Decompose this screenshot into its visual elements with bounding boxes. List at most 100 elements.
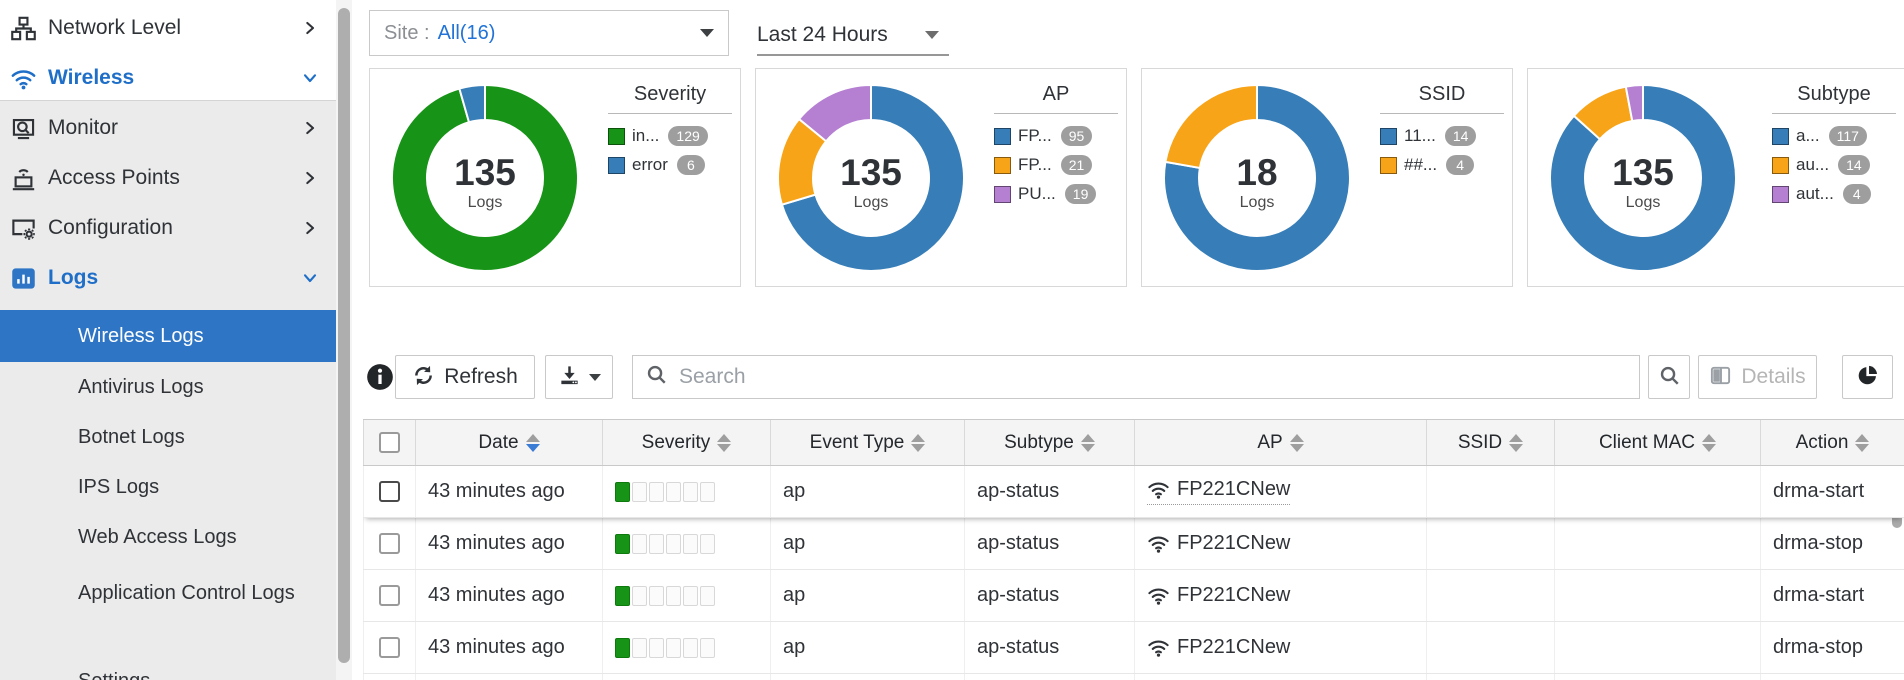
- search-input[interactable]: [677, 364, 1639, 390]
- cell-ap: FP221CNew: [1134, 570, 1426, 621]
- legend-item[interactable]: aut... 4: [1772, 184, 1896, 204]
- select-all-header[interactable]: [363, 420, 415, 465]
- monitor-icon: [10, 115, 37, 142]
- legend-divider: [1380, 113, 1504, 114]
- cell-event-type: ap: [770, 622, 964, 673]
- sidebar-item-network-level[interactable]: Network Level: [0, 3, 336, 53]
- sidebar-item-antivirus-logs[interactable]: Antivirus Logs: [78, 375, 204, 398]
- donut-slice-[interactable]: [1164, 83, 1258, 170]
- legend-item[interactable]: in... 129: [608, 126, 732, 146]
- row-checkbox[interactable]: [379, 585, 400, 606]
- sidebar-item-application-control-logs[interactable]: Application Control Logs: [78, 582, 295, 604]
- ap-link[interactable]: FP221CNew: [1147, 584, 1290, 607]
- sidebar-item-configuration[interactable]: Configuration: [0, 203, 336, 253]
- ap-link[interactable]: FP221CNew: [1147, 532, 1290, 555]
- ap-link[interactable]: FP221CNew: [1147, 636, 1290, 659]
- card-ap: 135 Logs AP FP... 95 FP... 21 PU... 19: [755, 68, 1127, 287]
- column-header-event-type[interactable]: Event Type: [770, 420, 964, 465]
- sidebar-logs-submenu: Wireless Logs Antivirus Logs Botnet Logs IP…: [0, 310, 336, 680]
- chart-toggle-button[interactable]: [1842, 355, 1893, 399]
- ap-link[interactable]: FP221CNew: [1147, 478, 1291, 505]
- legend-item[interactable]: ##... 4: [1380, 155, 1504, 175]
- legend-item[interactable]: error 6: [608, 155, 732, 175]
- time-range-selector[interactable]: Last 24 Hours: [757, 16, 949, 56]
- cell-event-type: ap: [770, 466, 964, 517]
- severity-level-bar: [615, 637, 715, 658]
- donut-slice-error[interactable]: [458, 83, 486, 124]
- sidebar-scrollbar[interactable]: [336, 0, 352, 680]
- row-checkbox[interactable]: [379, 533, 400, 554]
- donut-slice-in[interactable]: [390, 83, 579, 272]
- cell-action: drma-start: [1760, 674, 1904, 680]
- donut-slice-FP[interactable]: [780, 83, 965, 272]
- table-row[interactable]: 43 minutes agoapap-statusFP221CNewdrma-s…: [363, 674, 1904, 680]
- card-severity: 135 Logs Severity in... 129 error 6: [369, 68, 741, 287]
- donut-slice-a[interactable]: [1549, 83, 1737, 272]
- column-header-ssid[interactable]: SSID: [1426, 420, 1554, 465]
- row-checkbox[interactable]: [379, 637, 400, 658]
- refresh-label: Refresh: [444, 365, 518, 388]
- chevron-down-icon: [302, 70, 318, 86]
- export-button[interactable]: [545, 355, 613, 399]
- legend-divider: [994, 113, 1118, 114]
- cell-ap: FP221CNew: [1134, 622, 1426, 673]
- sidebar-item-botnet-logs[interactable]: Botnet Logs: [78, 425, 185, 448]
- sidebar-scrollbar-thumb[interactable]: [338, 8, 350, 663]
- select-all-checkbox[interactable]: [379, 432, 400, 453]
- cell-date: 43 minutes ago: [415, 518, 602, 569]
- sidebar-item-settings[interactable]: Settings: [0, 656, 336, 680]
- details-button[interactable]: Details: [1698, 355, 1817, 399]
- sidebar-item-monitor[interactable]: Monitor: [0, 103, 336, 153]
- wifi-icon: [1147, 478, 1170, 501]
- legend-item[interactable]: au... 14: [1772, 155, 1896, 175]
- site-selector[interactable]: Site : All(16): [369, 10, 729, 56]
- column-header-severity[interactable]: Severity: [602, 420, 770, 465]
- legend-item[interactable]: FP... 95: [994, 126, 1118, 146]
- column-header-client-mac[interactable]: Client MAC: [1554, 420, 1760, 465]
- sidebar-item-web-access-logs[interactable]: Web Access Logs: [78, 525, 237, 548]
- site-value: All(16): [437, 21, 496, 44]
- legend-count-badge: 6: [676, 155, 705, 175]
- legend-item[interactable]: 11... 14: [1380, 126, 1504, 146]
- cell-event-type: ap: [770, 674, 964, 680]
- donut-slice-11[interactable]: [1162, 83, 1351, 272]
- legend-count-badge: 129: [668, 126, 708, 146]
- sidebar-item-wireless[interactable]: Wireless: [0, 53, 336, 103]
- sidebar-item-ips-logs[interactable]: IPS Logs: [78, 475, 160, 498]
- legend-label: PU...: [1018, 184, 1056, 203]
- column-header-date[interactable]: Date: [415, 420, 602, 465]
- cell-ap: FP221CNew: [1134, 466, 1426, 517]
- column-header-subtype[interactable]: Subtype: [964, 420, 1134, 465]
- legend-count-badge: 21: [1060, 155, 1093, 175]
- ssid-legend: SSID 11... 14 ##... 4: [1380, 83, 1504, 184]
- legend-count-badge: 117: [1828, 126, 1867, 146]
- legend-item[interactable]: a... 117: [1772, 126, 1896, 146]
- sidebar-item-logs[interactable]: Logs: [0, 253, 336, 303]
- search-button[interactable]: [1648, 355, 1690, 399]
- sort-arrows-icon: [1509, 433, 1524, 452]
- row-checkbox[interactable]: [379, 481, 400, 502]
- info-icon[interactable]: [366, 363, 394, 391]
- cell-ssid: [1426, 518, 1554, 569]
- legend-count-badge: 4: [1446, 155, 1475, 175]
- sidebar-item-wireless-logs[interactable]: Wireless Logs: [0, 310, 336, 362]
- column-header-ap[interactable]: AP: [1134, 420, 1426, 465]
- donut-center-value: 135: [1612, 152, 1674, 193]
- column-label: Client MAC: [1598, 431, 1696, 453]
- refresh-button[interactable]: Refresh: [395, 355, 535, 399]
- legend-item[interactable]: FP... 21: [994, 155, 1118, 175]
- sidebar-item-access-points[interactable]: Access Points: [0, 153, 336, 203]
- severity-level-bar: [615, 481, 715, 502]
- column-header-action[interactable]: Action: [1760, 420, 1904, 465]
- legend-item[interactable]: PU... 19: [994, 184, 1118, 204]
- donut-slice-aut[interactable]: [1624, 83, 1644, 123]
- donut-slice-PU[interactable]: [797, 83, 872, 143]
